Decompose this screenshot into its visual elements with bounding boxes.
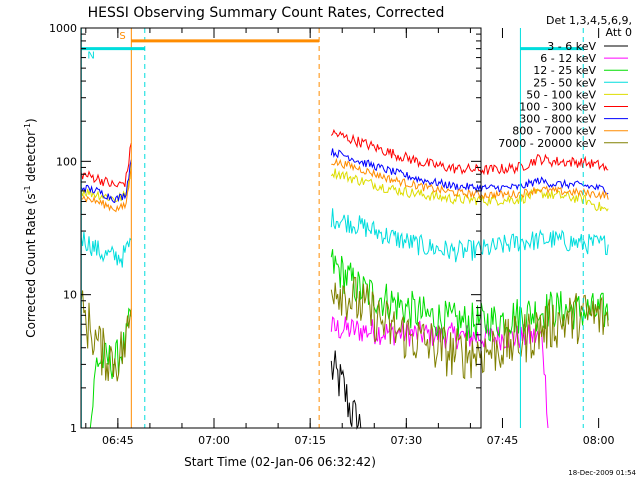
series-line-4 xyxy=(80,162,609,212)
series-line-3 xyxy=(80,208,609,268)
series-line-7 xyxy=(81,157,609,213)
x-tick-label: 07:45 xyxy=(487,434,519,447)
legend-label-5: 100 - 300 keV xyxy=(519,101,596,114)
plot-frame xyxy=(80,27,482,429)
y-axis-label: Corrected Count Rate (s-1 detector-1) xyxy=(23,118,38,337)
flag-label-0: N xyxy=(87,51,94,62)
legend-header-2: Att 0 xyxy=(606,26,632,39)
series-line-0 xyxy=(330,350,363,430)
legend-header-1: Det 1,3,4,5,6,9, xyxy=(546,14,632,27)
legend-label-3: 25 - 50 keV xyxy=(533,76,596,89)
series-line-1 xyxy=(330,316,549,429)
x-tick-label: 06:45 xyxy=(102,434,134,447)
y-axis-label-mid: detector xyxy=(24,131,38,186)
legend-label-1: 6 - 12 keV xyxy=(540,52,596,65)
y-axis-label-sup2: -1 xyxy=(23,123,32,131)
y-axis-label-sup1: -1 xyxy=(23,185,32,193)
flag-bar-layer: NS xyxy=(81,31,584,62)
x-tick-label: 07:00 xyxy=(198,434,230,447)
y-tick-label: 1 xyxy=(70,422,77,435)
x-axis-label: Start Time (02-Jan-06 06:32:42) xyxy=(184,455,376,469)
series-line-6 xyxy=(80,148,609,204)
y-tick-label: 100 xyxy=(56,155,77,168)
series-layer xyxy=(80,128,609,430)
y-axis-label-main: Corrected Count Rate (s xyxy=(24,193,38,337)
series-line-5 xyxy=(80,128,609,188)
legend-label-2: 12 - 25 keV xyxy=(533,64,596,77)
y-tick-label: 1000 xyxy=(49,22,77,35)
y-axis-label-end: ) xyxy=(24,118,38,123)
legend-label-4: 50 - 100 keV xyxy=(526,88,596,101)
legend-label-0: 3 - 6 keV xyxy=(547,40,596,53)
chart-title: HESSI Observing Summary Count Rates, Cor… xyxy=(88,5,445,21)
x-tick-label: 07:15 xyxy=(294,434,326,447)
tick-layer: 1 10 100 1000 06:45 07:00 07:15 07:30 07:45 08:00 xyxy=(49,22,614,447)
x-tick-label: 08:00 xyxy=(583,434,615,447)
y-tick-label: 10 xyxy=(63,289,77,302)
series-line-8 xyxy=(80,276,609,382)
legend-label-7: 800 - 7000 keV xyxy=(512,125,596,138)
legend-label-6: 300 - 800 keV xyxy=(519,113,596,126)
x-tick-label: 07:30 xyxy=(390,434,422,447)
footer-timestamp: 18-Dec-2009 01:54 xyxy=(568,469,636,477)
flag-label-2: S xyxy=(119,31,125,42)
legend-label-8: 7000 - 20000 keV xyxy=(498,137,596,150)
